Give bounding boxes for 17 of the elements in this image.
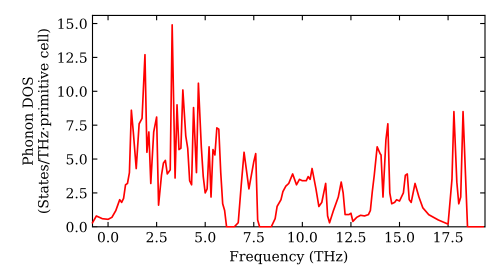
- x-tick-label: 12.5: [337, 232, 366, 242]
- x-tick-label: 0.0: [98, 232, 118, 242]
- y-tick-label: 7.5: [66, 120, 87, 131]
- x-tick-label: 17.5: [434, 232, 462, 242]
- x-tick-label: 15.0: [386, 232, 414, 242]
- y-tick-label: 5.0: [66, 154, 87, 165]
- y-tick-label: 0.0: [66, 222, 87, 232]
- x-tick-label: 10.0: [288, 232, 317, 242]
- x-tick-label: 7.5: [244, 232, 264, 242]
- y-tick-label: 12.5: [58, 52, 87, 63]
- y-tick-label: 15.0: [58, 18, 87, 30]
- y-axis-title: Phonon DOS (States/THz·primitive cell): [22, 29, 52, 213]
- x-tick-label: 5.0: [195, 232, 216, 242]
- x-tick-label: 2.5: [146, 232, 167, 242]
- x-axis-title: Frequency (THz): [230, 250, 348, 264]
- y-tick-label: 10.0: [58, 86, 87, 97]
- y-tick-label: 2.5: [66, 188, 87, 198]
